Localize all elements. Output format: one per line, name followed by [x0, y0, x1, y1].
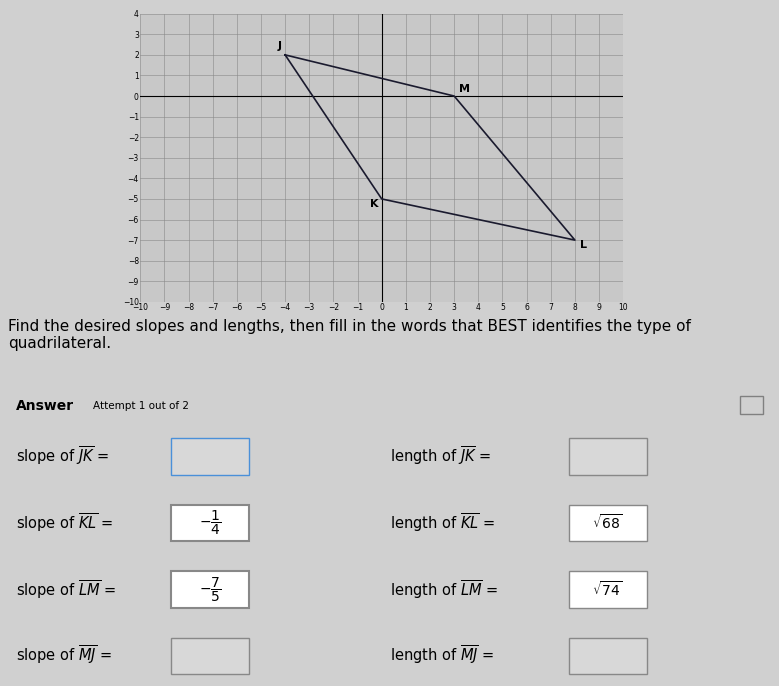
Text: M: M — [459, 84, 470, 94]
Text: J: J — [278, 40, 282, 51]
FancyBboxPatch shape — [171, 505, 249, 541]
Text: Find the desired slopes and lengths, then fill in the words that BEST identifies: Find the desired slopes and lengths, the… — [8, 318, 691, 351]
Text: Attempt 1 out of 2: Attempt 1 out of 2 — [93, 401, 189, 411]
Text: length of $\overline{JK}$ =: length of $\overline{JK}$ = — [390, 445, 491, 469]
Text: length of $\overline{KL}$ =: length of $\overline{KL}$ = — [390, 512, 495, 534]
Text: K: K — [370, 199, 378, 209]
Text: length of $\overline{MJ}$ =: length of $\overline{MJ}$ = — [390, 644, 494, 667]
FancyBboxPatch shape — [569, 638, 647, 674]
Text: slope of $\overline{KL}$ =: slope of $\overline{KL}$ = — [16, 512, 113, 534]
Text: L: L — [580, 240, 587, 250]
Text: Answer: Answer — [16, 399, 74, 413]
Text: slope of $\overline{JK}$ =: slope of $\overline{JK}$ = — [16, 445, 109, 469]
FancyBboxPatch shape — [740, 397, 763, 414]
Text: slope of $\overline{LM}$ =: slope of $\overline{LM}$ = — [16, 578, 116, 601]
FancyBboxPatch shape — [569, 571, 647, 608]
Text: $-\dfrac{7}{5}$: $-\dfrac{7}{5}$ — [199, 576, 221, 604]
Text: $\sqrt{74}$: $\sqrt{74}$ — [592, 580, 623, 599]
Text: length of $\overline{LM}$ =: length of $\overline{LM}$ = — [390, 578, 498, 601]
Text: $\sqrt{68}$: $\sqrt{68}$ — [592, 514, 623, 532]
FancyBboxPatch shape — [171, 571, 249, 608]
Text: slope of $\overline{MJ}$ =: slope of $\overline{MJ}$ = — [16, 644, 112, 667]
Text: $-\dfrac{1}{4}$: $-\dfrac{1}{4}$ — [199, 509, 221, 537]
FancyBboxPatch shape — [569, 505, 647, 541]
FancyBboxPatch shape — [171, 438, 249, 475]
FancyBboxPatch shape — [569, 438, 647, 475]
FancyBboxPatch shape — [171, 638, 249, 674]
